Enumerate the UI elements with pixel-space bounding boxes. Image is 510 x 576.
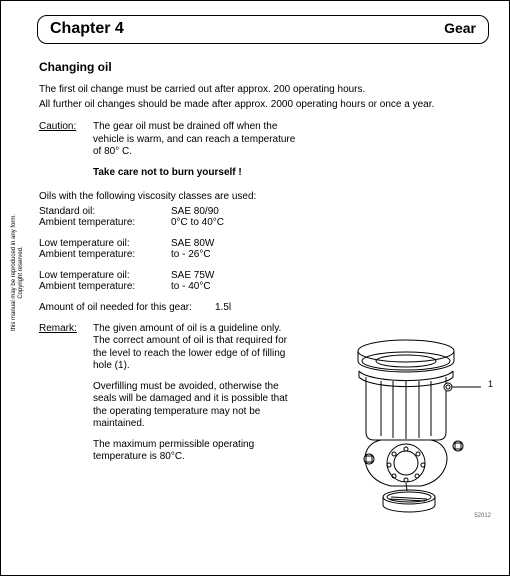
table-row: Ambient temperature: to - 40°C bbox=[39, 281, 489, 292]
caution-text: The gear oil must be drained off when th… bbox=[93, 121, 303, 159]
amount-label: Amount of oil needed for this gear: bbox=[39, 302, 215, 313]
table-row: Ambient temperature: 0°C to 40°C bbox=[39, 217, 489, 228]
chapter-header: Chapter 4 Gear bbox=[37, 15, 489, 44]
spec-value: SAE 75W bbox=[171, 270, 489, 281]
spec-value: to - 40°C bbox=[171, 281, 489, 292]
gear-icon bbox=[331, 331, 491, 521]
spec-label: Ambient temperature: bbox=[39, 249, 171, 260]
remark-label: Remark: bbox=[39, 323, 93, 466]
spec-intro: Oils with the following viscosity classe… bbox=[39, 191, 489, 204]
gear-figure: 1 52012 bbox=[331, 331, 491, 521]
section-title: Changing oil bbox=[39, 60, 489, 74]
remark-p1: The given amount of oil is a guideline o… bbox=[93, 323, 299, 373]
spec-label: Standard oil: bbox=[39, 206, 171, 217]
copyright-note: this manual may be reproduced in any for… bbox=[11, 214, 24, 331]
remark-block: Remark: The given amount of oil is a gui… bbox=[39, 323, 299, 466]
amount-value: 1.5l bbox=[215, 302, 231, 313]
spec-value: SAE 80W bbox=[171, 238, 489, 249]
caution-body: The gear oil must be drained off when th… bbox=[93, 121, 489, 181]
spec-block-3: Low temperature oil: SAE 75W Ambient tem… bbox=[39, 270, 489, 292]
spec-label: Ambient temperature: bbox=[39, 217, 171, 228]
spec-label: Low temperature oil: bbox=[39, 270, 171, 281]
spec-value: to - 26°C bbox=[171, 249, 489, 260]
intro-p1: The first oil change must be carried out… bbox=[39, 84, 489, 97]
table-row: Low temperature oil: SAE 75W bbox=[39, 270, 489, 281]
page: Chapter 4 Gear Changing oil The first oi… bbox=[0, 0, 510, 576]
table-row: Standard oil: SAE 80/90 bbox=[39, 206, 489, 217]
intro-p2: All further oil changes should be made a… bbox=[39, 99, 489, 112]
spec-block-2: Low temperature oil: SAE 80W Ambient tem… bbox=[39, 238, 489, 260]
figure-code: 52012 bbox=[474, 513, 491, 519]
table-row: Low temperature oil: SAE 80W bbox=[39, 238, 489, 249]
remark-p2: Overfilling must be avoided, otherwise t… bbox=[93, 381, 299, 431]
remark-body: The given amount of oil is a guideline o… bbox=[93, 323, 299, 466]
spec-label: Low temperature oil: bbox=[39, 238, 171, 249]
caution-block: Caution: The gear oil must be drained of… bbox=[39, 121, 489, 181]
spec-value: 0°C to 40°C bbox=[171, 217, 489, 228]
figure-callout-1: 1 bbox=[488, 379, 493, 389]
chapter-number: Chapter 4 bbox=[50, 20, 124, 38]
spec-value: SAE 80/90 bbox=[171, 206, 489, 217]
table-row: Ambient temperature: to - 26°C bbox=[39, 249, 489, 260]
amount-row: Amount of oil needed for this gear: 1.5l bbox=[39, 302, 489, 313]
chapter-topic: Gear bbox=[444, 20, 476, 36]
spec-label: Ambient temperature: bbox=[39, 281, 171, 292]
remark-p3: The maximum permissible operating temper… bbox=[93, 439, 299, 464]
caution-warn: Take care not to burn yourself ! bbox=[93, 167, 489, 180]
copyright-line2: Copyright reserved. bbox=[18, 214, 25, 331]
intro-block: The first oil change must be carried out… bbox=[39, 84, 489, 111]
caution-label: Caution: bbox=[39, 121, 93, 181]
copyright-line1: this manual may be reproduced in any for… bbox=[11, 214, 18, 331]
spec-block-1: Oils with the following viscosity classe… bbox=[39, 191, 489, 228]
